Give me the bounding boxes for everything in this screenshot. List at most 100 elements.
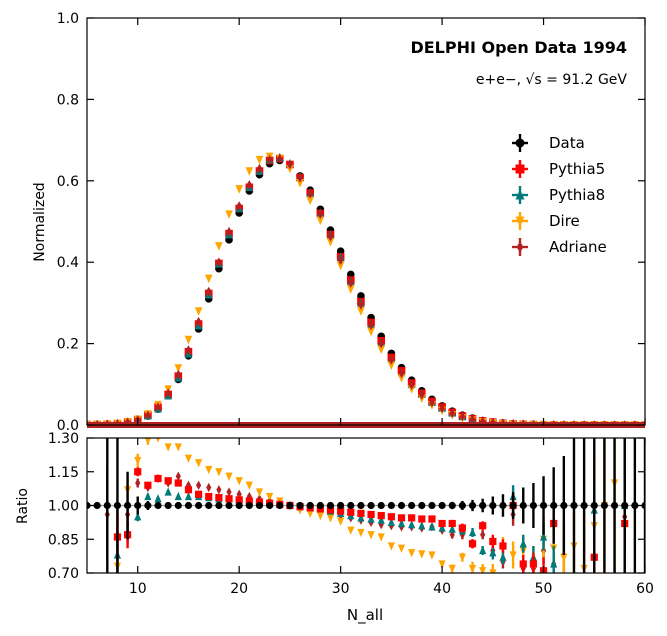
main-point-dire-16 bbox=[194, 307, 203, 316]
ratio-point-data-23 bbox=[266, 501, 274, 510]
ratio-point-data-9 bbox=[123, 501, 132, 510]
main-point-adriane-31 bbox=[347, 278, 354, 288]
ratio-point-pythia5-14 bbox=[174, 479, 182, 487]
ratio-point-dire-21 bbox=[245, 481, 253, 490]
main-point-adriane-25 bbox=[287, 159, 293, 170]
main-y-tick-label: 0.6 bbox=[57, 174, 79, 190]
ratio-point-data-40 bbox=[438, 501, 446, 510]
ratio-point-dire-11 bbox=[144, 438, 151, 445]
main-point-adriane-30 bbox=[337, 255, 344, 265]
x-tick-label: 30 bbox=[332, 581, 350, 597]
ratio-point-pythia5-40 bbox=[438, 519, 446, 528]
ratio-point-pythia8-46 bbox=[499, 552, 507, 561]
ratio-point-pythia8-41 bbox=[448, 524, 456, 533]
ratio-point-data-49 bbox=[529, 501, 538, 510]
ratio-point-pythia8-45 bbox=[489, 548, 497, 557]
legend-label: Data bbox=[549, 134, 585, 152]
ratio-y-tick-label: 1.30 bbox=[48, 431, 79, 447]
main-y-tick-label: 0.4 bbox=[57, 255, 79, 271]
chart-subtitle: e+e−, √s = 91.2 GeV bbox=[476, 72, 628, 88]
main-point-dire-36 bbox=[397, 373, 406, 383]
main-point-adriane-35 bbox=[388, 355, 395, 365]
ratio-point-adriane-17 bbox=[206, 482, 212, 493]
main-panel: 0.0 0.2 0.4 0.6 0.8 1.0 bbox=[57, 11, 646, 434]
legend-label: Dire bbox=[549, 212, 580, 230]
ratio-point-data-39 bbox=[428, 501, 436, 510]
ratio-point-data-51 bbox=[550, 501, 558, 510]
ratio-point-data-55 bbox=[590, 501, 598, 510]
ratio-point-pythia8-37 bbox=[408, 520, 416, 529]
legend-entry-data: Data bbox=[512, 134, 585, 152]
ratio-point-data-16 bbox=[195, 501, 203, 510]
main-point-adriane-33 bbox=[368, 320, 374, 331]
main-point-adriane-26 bbox=[297, 173, 303, 183]
ratio-point-data-13 bbox=[164, 501, 172, 510]
ratio-point-dire-45 bbox=[489, 569, 497, 573]
ratio-point-pythia8-44 bbox=[479, 545, 487, 555]
ratio-point-pythia5-33 bbox=[367, 510, 375, 519]
ratio-point-data-52 bbox=[560, 501, 568, 510]
main-y-tick-label: 0.8 bbox=[57, 92, 79, 108]
ratio-point-data-38 bbox=[418, 501, 426, 510]
x-tick-label: 10 bbox=[129, 581, 147, 597]
ratio-point-adriane-44 bbox=[480, 530, 486, 540]
ratio-point-data-24 bbox=[276, 501, 284, 510]
ratio-point-pythia5-12 bbox=[154, 474, 162, 483]
ratio-point-data-18 bbox=[215, 501, 223, 510]
ratio-point-data-46 bbox=[499, 501, 507, 510]
main-point-dire-31 bbox=[346, 285, 355, 294]
main-point-adriane-24 bbox=[276, 153, 283, 164]
main-point-adriane-11 bbox=[145, 410, 151, 421]
ratio-point-dire-16 bbox=[195, 459, 203, 468]
ratio-point-pythia5-31 bbox=[347, 508, 355, 516]
ratio-point-data-31 bbox=[347, 501, 355, 510]
ratio-point-data-56 bbox=[600, 501, 609, 510]
x-tick-label: 50 bbox=[535, 581, 553, 597]
chart-title: DELPHI Open Data 1994 bbox=[410, 38, 627, 57]
ratio-point-pythia5-36 bbox=[397, 514, 406, 522]
ratio-point-data-32 bbox=[357, 501, 365, 510]
ratio-point-data-57 bbox=[610, 501, 619, 510]
ratio-series-pythia8 bbox=[113, 478, 629, 573]
ratio-point-dire-36 bbox=[397, 544, 406, 553]
legend-marker-pythia8 bbox=[515, 189, 525, 200]
main-point-dire-30 bbox=[336, 261, 345, 271]
ratio-point-pythia8-36 bbox=[397, 518, 406, 528]
main-point-adriane-38 bbox=[419, 390, 425, 400]
ratio-point-data-48 bbox=[519, 501, 527, 510]
main-point-adriane-42 bbox=[459, 411, 466, 422]
ratio-point-data-35 bbox=[387, 501, 395, 510]
ratio-point-dire-37 bbox=[408, 549, 416, 558]
ratio-point-dire-34 bbox=[377, 533, 385, 542]
ratio-y-tick-label: 1.15 bbox=[48, 465, 79, 481]
x-tick-label: 40 bbox=[433, 581, 451, 597]
ratio-series-adriane bbox=[104, 438, 628, 573]
main-point-adriane-13 bbox=[165, 388, 171, 399]
ratio-point-dire-20 bbox=[235, 477, 243, 486]
ratio-point-data-53 bbox=[570, 501, 578, 510]
ratio-point-data-20 bbox=[235, 501, 243, 510]
main-point-adriane-43 bbox=[469, 414, 476, 425]
ratio-point-dire-10 bbox=[134, 456, 142, 466]
ratio-point-pythia5-42 bbox=[458, 524, 466, 532]
x-tick-label: 20 bbox=[230, 581, 248, 597]
ratio-point-pythia8-48 bbox=[519, 539, 527, 548]
ratio-point-dire-35 bbox=[387, 542, 395, 551]
main-point-adriane-15 bbox=[185, 345, 192, 355]
ratio-point-dire-17 bbox=[205, 465, 213, 475]
ratio-point-dire-18 bbox=[215, 468, 223, 477]
ratio-point-data-44 bbox=[479, 501, 487, 510]
main-point-dire-33 bbox=[367, 327, 375, 337]
main-y-tick-label: 0.0 bbox=[57, 418, 79, 434]
ratio-panel: 0.70 0.85 1.00 1.15 1.30 10 20 30 40 50 60 bbox=[48, 431, 654, 597]
ratio-point-data-45 bbox=[489, 501, 497, 510]
legend-entry-pythia8: Pythia8 bbox=[512, 186, 605, 204]
ratio-point-adriane-10 bbox=[135, 478, 141, 488]
ratio-point-pythia5-16 bbox=[195, 490, 203, 498]
main-point-adriane-36 bbox=[398, 368, 405, 379]
ratio-point-pythia8-12 bbox=[154, 494, 162, 503]
ratio-point-pythia8-38 bbox=[418, 521, 426, 530]
main-y-tick-label: 1.0 bbox=[57, 11, 79, 27]
ratio-point-pythia8-40 bbox=[438, 523, 446, 532]
main-point-adriane-28 bbox=[317, 209, 324, 219]
